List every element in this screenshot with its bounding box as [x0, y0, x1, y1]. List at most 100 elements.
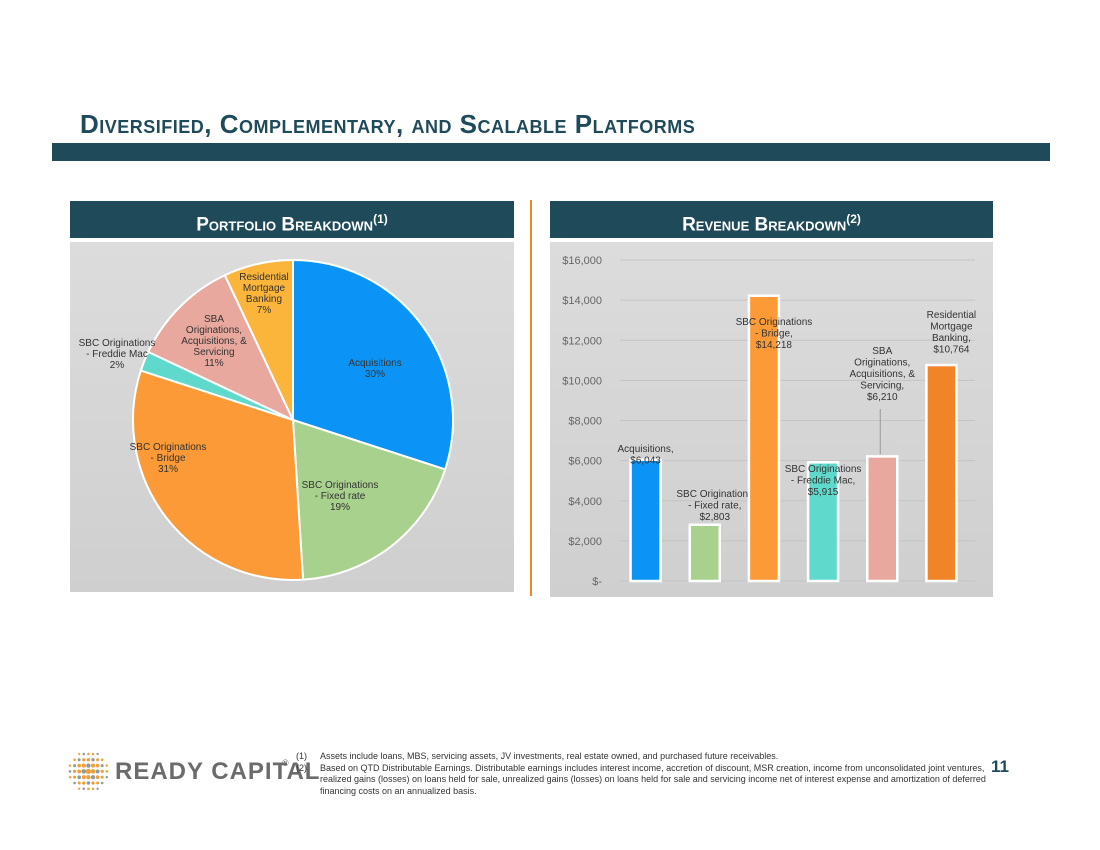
logo-dot — [100, 758, 104, 762]
logo-dot — [82, 787, 86, 791]
bar — [629, 458, 662, 583]
bar — [688, 523, 721, 583]
bar-data-label: SBA Originations, Acquisitions, & Servicing… — [849, 346, 915, 403]
pie-slice — [146, 273, 296, 423]
y-tick-label: $4,000 — [568, 496, 602, 508]
y-tick-label: $6,000 — [568, 456, 602, 468]
logo-dot — [95, 763, 100, 768]
pie-slice — [292, 258, 454, 471]
logo-registered-mark: ® — [282, 758, 289, 768]
logo-dot — [100, 781, 104, 785]
logo-dot — [78, 787, 81, 790]
logo-dot — [100, 775, 104, 779]
pie-slice-label: Residential Mortgage Banking 7% — [239, 272, 288, 316]
pie-slice — [223, 258, 294, 421]
revenue-bar-panel: $- $2,000 $4,000 $6,000 $8,000 $10,000 $12,000… — [550, 242, 993, 597]
page-title: Diversified, Complementary, and Scalable… — [80, 109, 696, 139]
logo-dot — [77, 775, 82, 780]
logo-dot — [86, 781, 91, 785]
footnote-1: (1) Assets include loans, MBS, servicing… — [296, 751, 986, 763]
logo-dot — [77, 769, 82, 774]
bar — [747, 294, 781, 583]
logo-dot — [96, 758, 100, 762]
bar — [866, 455, 899, 583]
portfolio-breakdown-header: Portfolio Breakdown(1) — [70, 201, 514, 238]
logo-dot — [73, 781, 76, 785]
y-tick-label: $2,000 — [568, 536, 602, 548]
pie-slice-label: SBC Originations - Bridge 31% — [130, 442, 207, 475]
logo-dot — [73, 775, 77, 779]
logo-dot — [81, 769, 87, 774]
logo-dot — [81, 775, 86, 780]
title-bar — [52, 143, 1050, 161]
logo-dot — [90, 769, 96, 774]
logo-dot — [72, 769, 77, 774]
footnote-number: (2) — [296, 762, 307, 773]
bar-data-label: SBC Originations - Freddie Mac, $5,915 — [785, 464, 862, 498]
pie-slice — [291, 418, 447, 581]
pie-slice-label: SBA Originations, Acquisitions, & Servicing… — [181, 314, 247, 369]
revenue-breakdown-header: Revenue Breakdown(2) — [550, 201, 993, 238]
bar-data-label: SBC Originations - Bridge, $14,218 — [736, 317, 813, 351]
logo-dot — [77, 758, 81, 762]
page-number: 11 — [991, 757, 1009, 776]
logo-dot — [86, 775, 91, 780]
logo-dot — [91, 781, 95, 785]
logo-dot — [105, 775, 109, 779]
logo-dot — [95, 775, 100, 780]
logo-dot — [90, 775, 96, 780]
revenue-bar-chart: $- $2,000 $4,000 $6,000 $8,000 $10,000 $12,000… — [562, 255, 976, 588]
logo-dot — [91, 758, 95, 762]
pie-slice-label: Acquisitions 30% — [348, 358, 401, 380]
portfolio-pie-chart: Acquisitions 30% SBC Originations - Fixed r… — [79, 258, 454, 581]
logo-dot — [77, 763, 82, 768]
bar — [925, 363, 958, 583]
logo-dot — [78, 752, 81, 756]
portfolio-footnote-ref: (1) — [373, 212, 388, 226]
logo-dot — [81, 763, 86, 768]
y-tick-label: $10,000 — [562, 375, 602, 387]
logo-dot — [73, 764, 77, 768]
logo-dot — [96, 781, 100, 785]
footnote-text: Assets include loans, MBS, servicing ass… — [320, 751, 779, 761]
logo-text: READY CAPITAL — [115, 758, 321, 785]
bar-data-label: SBC Originations - Fixed rate, $2,803 — [676, 489, 753, 523]
pie-slice — [132, 369, 305, 581]
logo-dot — [105, 764, 109, 767]
bar-data-label: Residential Mortgage Banking, $10,764 — [927, 310, 976, 356]
y-tick-label: $14,000 — [562, 295, 602, 307]
portfolio-breakdown-title: Portfolio Breakdown — [196, 214, 374, 236]
logo-dot — [68, 775, 72, 779]
logo-dot — [86, 763, 91, 768]
logo-dot — [91, 787, 95, 791]
logo-dot — [68, 770, 72, 773]
logo-dot — [87, 752, 90, 756]
pie-slice-label: SBC Originations - Freddie Mac 2% — [79, 338, 156, 371]
revenue-breakdown-title: Revenue Breakdown — [682, 214, 847, 236]
logo-dot — [86, 758, 91, 762]
bar — [806, 461, 840, 583]
bar-data-label: Acquisitions, $6,043 — [618, 444, 674, 467]
logo-dot — [77, 781, 81, 785]
logo-dot — [82, 752, 86, 756]
logo-dot — [87, 787, 90, 791]
portfolio-pie-panel: Acquisitions 30% SBC Originations - Fixed r… — [70, 242, 514, 592]
logo-dot — [100, 769, 104, 774]
logo-dot — [105, 770, 109, 773]
y-tick-label: $8,000 — [568, 416, 602, 428]
y-tick-label: $16,000 — [562, 255, 602, 267]
logo-dot — [68, 764, 72, 767]
ready-capital-logo-icon — [68, 752, 109, 791]
logo-dot — [82, 758, 86, 762]
logo-dot — [96, 787, 99, 790]
panel-divider — [530, 200, 532, 596]
logo-dot — [100, 764, 104, 768]
logo-dot — [82, 781, 86, 785]
footnote-2: (2) Based on QTD Distributable Earnings.… — [296, 763, 986, 798]
footnotes: (1) Assets include loans, MBS, servicing… — [296, 751, 986, 797]
logo-dot — [90, 763, 96, 768]
y-tick-label: $12,000 — [562, 335, 602, 347]
revenue-footnote-ref: (2) — [846, 212, 861, 226]
logo-dot — [96, 752, 99, 756]
y-tick-label: $- — [592, 576, 602, 588]
